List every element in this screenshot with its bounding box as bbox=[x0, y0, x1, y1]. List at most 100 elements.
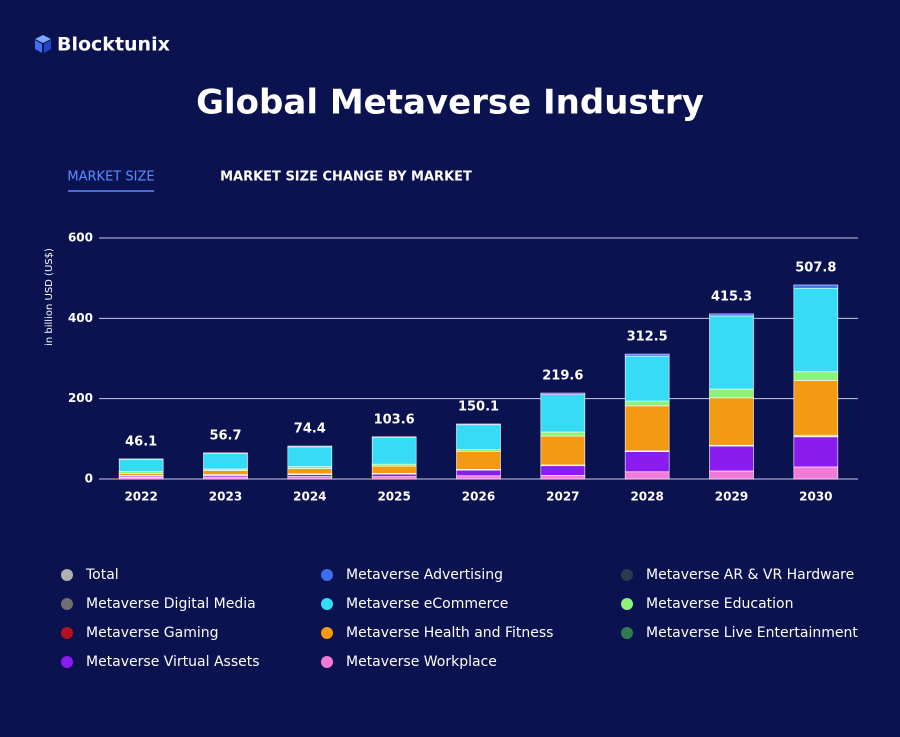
legend-label: Metaverse Live Entertainment bbox=[646, 625, 858, 641]
bar-segment bbox=[287, 476, 333, 480]
legend-marker bbox=[321, 656, 333, 668]
bar-segment bbox=[540, 435, 586, 466]
bar-segment bbox=[709, 470, 754, 480]
bar-segment bbox=[456, 448, 501, 452]
y-tick-label: 400 bbox=[68, 311, 93, 325]
bar-segment bbox=[456, 469, 501, 477]
total-label: 415.3 bbox=[711, 289, 752, 304]
legend-label: Metaverse eCommerce bbox=[346, 596, 508, 612]
legend-marker bbox=[61, 627, 73, 639]
brand: Blocktunix bbox=[57, 34, 170, 56]
bar-segment bbox=[540, 392, 586, 395]
legend-marker bbox=[621, 598, 633, 610]
bar-segment bbox=[203, 452, 248, 454]
bar-segment bbox=[709, 313, 754, 317]
legend-label: Metaverse Virtual Assets bbox=[86, 654, 260, 670]
x-tick-label: 2025 bbox=[377, 490, 410, 504]
bar-segment bbox=[371, 437, 417, 465]
bar-segment bbox=[371, 465, 417, 474]
y-tick-label: 0 bbox=[85, 472, 93, 486]
total-label: 312.5 bbox=[627, 330, 668, 345]
x-tick-label: 2028 bbox=[630, 490, 663, 504]
bar-segment bbox=[540, 431, 586, 437]
bar-segment bbox=[371, 473, 417, 477]
bar-segment bbox=[793, 466, 839, 480]
bar-segment bbox=[540, 475, 586, 480]
bar-segment bbox=[793, 380, 839, 436]
bar-segment bbox=[456, 423, 501, 426]
total-label: 46.1 bbox=[125, 434, 157, 449]
x-tick-label: 2022 bbox=[124, 490, 157, 504]
bar-segment bbox=[624, 451, 670, 473]
bar-segment bbox=[709, 388, 754, 399]
total-label: 74.4 bbox=[294, 422, 326, 437]
legend-label: Metaverse AR & VR Hardware bbox=[646, 567, 854, 583]
bar-segment bbox=[118, 471, 164, 474]
bar-segment bbox=[540, 394, 586, 433]
x-tick-label: 2026 bbox=[462, 490, 495, 504]
bar-segment bbox=[287, 474, 333, 477]
bar-segment bbox=[203, 453, 248, 470]
bar-segment bbox=[287, 466, 333, 469]
legend-marker bbox=[321, 598, 333, 610]
x-tick-label: 2030 bbox=[799, 490, 832, 504]
bar-segment bbox=[371, 436, 417, 438]
legend-marker bbox=[61, 569, 73, 581]
bar-segment bbox=[624, 355, 670, 402]
legend-marker bbox=[321, 627, 333, 639]
y-tick-label: 200 bbox=[68, 391, 93, 405]
x-tick-label: 2029 bbox=[715, 490, 748, 504]
bar-segment bbox=[624, 353, 670, 357]
bar-segment bbox=[624, 471, 670, 480]
x-tick-label: 2023 bbox=[209, 490, 242, 504]
legend-marker bbox=[61, 598, 73, 610]
bar-segment bbox=[709, 397, 754, 446]
x-tick-label: 2027 bbox=[546, 490, 579, 504]
bar-segment bbox=[371, 463, 417, 467]
bar-segment bbox=[709, 315, 754, 390]
logo-icon bbox=[35, 35, 51, 53]
bar-segment bbox=[287, 468, 333, 475]
y-tick-label: 600 bbox=[68, 231, 93, 245]
bar-segment bbox=[793, 284, 839, 289]
bar-segment bbox=[203, 470, 248, 475]
total-label: 103.6 bbox=[374, 412, 415, 427]
legend-marker bbox=[61, 656, 73, 668]
bar-segment bbox=[118, 458, 164, 461]
bar-segment bbox=[456, 450, 501, 470]
total-label: 507.8 bbox=[795, 260, 836, 275]
bar-segment bbox=[118, 473, 164, 476]
bar-segment bbox=[793, 436, 839, 468]
bar-segment bbox=[709, 445, 754, 472]
legend-label: Metaverse Workplace bbox=[346, 654, 497, 670]
bar-segment bbox=[793, 371, 839, 381]
legend-marker bbox=[621, 569, 633, 581]
bar-segment bbox=[371, 476, 417, 480]
bar-segment bbox=[456, 475, 501, 480]
legend-label: Metaverse Education bbox=[646, 596, 793, 612]
legend-label: Metaverse Advertising bbox=[346, 567, 503, 583]
bar-segment bbox=[624, 400, 670, 407]
y-axis-label: in billion USD (US$) bbox=[44, 248, 55, 346]
bar-segment bbox=[624, 405, 670, 452]
legend-label: Metaverse Digital Media bbox=[86, 596, 256, 612]
legend-label: Metaverse Health and Fitness bbox=[346, 625, 553, 641]
tab[interactable]: MARKET SIZE bbox=[67, 170, 154, 185]
total-label: 56.7 bbox=[209, 428, 241, 443]
bar-segment bbox=[203, 476, 248, 480]
x-tick-label: 2024 bbox=[293, 490, 326, 504]
bar-segment bbox=[287, 446, 333, 467]
bar-segment bbox=[118, 459, 164, 472]
bar-segment bbox=[793, 287, 839, 373]
chart-title: Global Metaverse Industry bbox=[196, 83, 704, 123]
total-label: 150.1 bbox=[458, 399, 499, 414]
bar-segment bbox=[287, 445, 333, 448]
legend-marker bbox=[321, 569, 333, 581]
legend-label: Metaverse Gaming bbox=[86, 625, 219, 641]
tab[interactable]: MARKET SIZE CHANGE BY MARKET bbox=[220, 170, 472, 185]
legend-label: Total bbox=[85, 567, 119, 583]
total-label: 219.6 bbox=[542, 369, 583, 384]
bar-segment bbox=[456, 424, 501, 450]
legend-marker bbox=[621, 627, 633, 639]
